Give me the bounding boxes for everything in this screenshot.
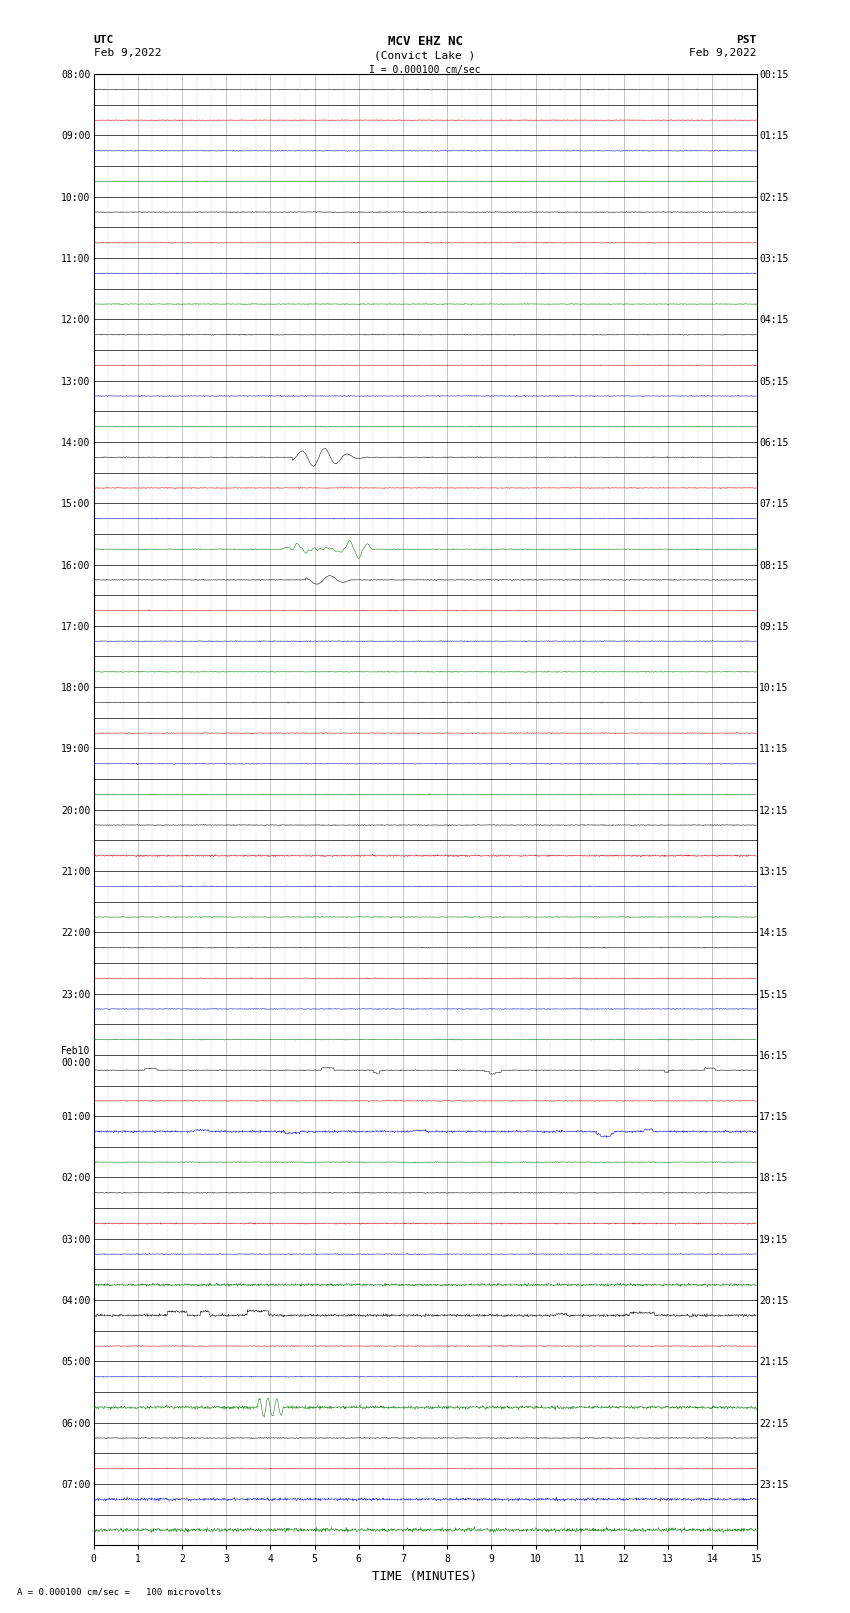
Text: A = 0.000100 cm/sec =   100 microvolts: A = 0.000100 cm/sec = 100 microvolts <box>17 1587 221 1597</box>
Text: MCV EHZ NC: MCV EHZ NC <box>388 35 462 48</box>
Text: UTC: UTC <box>94 35 114 45</box>
Text: I = 0.000100 cm/sec: I = 0.000100 cm/sec <box>369 65 481 74</box>
Text: Feb 9,2022: Feb 9,2022 <box>94 48 161 58</box>
X-axis label: TIME (MINUTES): TIME (MINUTES) <box>372 1569 478 1582</box>
Text: Feb 9,2022: Feb 9,2022 <box>689 48 756 58</box>
Text: PST: PST <box>736 35 756 45</box>
Text: (Convict Lake ): (Convict Lake ) <box>374 50 476 60</box>
